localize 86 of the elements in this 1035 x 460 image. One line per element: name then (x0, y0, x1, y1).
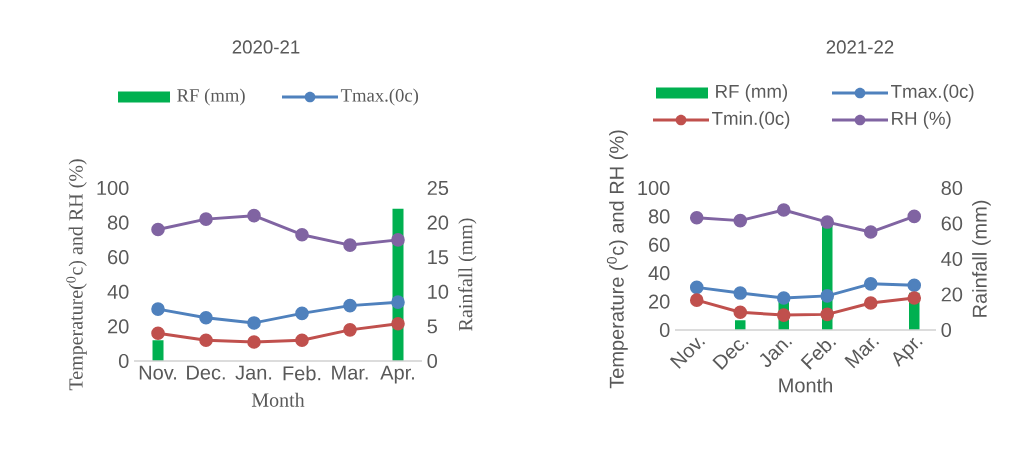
point (247, 316, 261, 330)
x-tick-label: Apr. (893, 337, 923, 368)
chart-title: 2021-22 (826, 40, 894, 54)
y2-tick-label: 25 (427, 180, 449, 196)
y-tick-label: 20 (649, 294, 670, 309)
x-tick-label: Jan. (235, 365, 272, 380)
x-tick-label: Nov. (139, 365, 176, 380)
point (689, 211, 704, 225)
y-tick-label: 100 (638, 180, 670, 196)
x-tick-label: Mar. (844, 337, 880, 369)
point (151, 326, 165, 341)
point (689, 280, 704, 295)
y-tick-label: 0 (659, 322, 670, 338)
legend-label: RH (%) (892, 111, 951, 129)
y2-tick-label: 0 (427, 353, 438, 369)
point (295, 333, 309, 348)
point (247, 335, 261, 349)
x-axis-title: Month (251, 392, 305, 407)
y-tick-label: 40 (107, 284, 129, 299)
y2-tick-label: 40 (941, 251, 963, 267)
legend-label: Tmax.(0c) (891, 84, 974, 102)
legend-label: RF (mm) (716, 84, 788, 102)
bar (735, 320, 746, 330)
point (733, 286, 748, 300)
point (199, 333, 213, 348)
y-tick-label: 0 (118, 353, 129, 369)
point (863, 296, 878, 310)
point (199, 212, 213, 226)
y-axis-title: Temperature($^{0}$c) and RH (%) (66, 159, 87, 391)
point (391, 233, 405, 247)
chart-title: 2020-21 (232, 40, 300, 54)
y-tick-label: 80 (648, 209, 670, 224)
point (733, 213, 748, 228)
x-tick-label: Jan. (759, 340, 793, 368)
y2-tick-label: 20 (427, 215, 449, 230)
x-tick-label: Dec. (187, 365, 225, 380)
point (689, 293, 704, 307)
point (295, 227, 309, 242)
y-tick-label: 20 (108, 319, 129, 334)
y2-tick-label: 60 (941, 216, 963, 231)
y2-axis-title: Rainfall (mm) (458, 218, 477, 331)
y2-tick-label: 0 (941, 322, 952, 338)
x-tick-label: Mar. (332, 365, 368, 380)
legend-label: Tmax.(0c) (340, 88, 419, 106)
y-tick-label: 40 (648, 266, 670, 281)
point (907, 291, 922, 305)
point (391, 295, 405, 309)
point (776, 291, 791, 305)
x-tick-label: Feb. (283, 365, 321, 381)
x-tick-label: Dec. (712, 340, 749, 370)
point (343, 238, 357, 252)
x-tick-label: Apr. (380, 365, 414, 384)
point (199, 310, 213, 325)
point (733, 305, 748, 320)
point (820, 307, 835, 322)
x-axis-title: Month (779, 377, 832, 393)
x-tick-label: Feb. (800, 340, 837, 370)
point (820, 215, 835, 229)
point (343, 323, 357, 337)
point (863, 225, 878, 239)
y-tick-label: 60 (649, 237, 670, 252)
y-tick-label: 100 (97, 180, 129, 196)
point (907, 278, 922, 293)
y-tick-label: 80 (107, 215, 129, 230)
point (295, 306, 309, 321)
y2-tick-label: 5 (427, 319, 437, 334)
point (907, 209, 922, 224)
point (391, 316, 405, 331)
x-tick-label: Nov. (669, 337, 706, 369)
y2-tick-label: 80 (941, 180, 963, 196)
point (820, 289, 835, 303)
legend-label: Tmin.(0c) (712, 111, 790, 129)
y2-tick-label: 10 (428, 284, 449, 299)
point (776, 308, 791, 322)
point (247, 208, 261, 223)
point (863, 277, 878, 291)
point (343, 298, 357, 313)
legend-label: RF (mm) (177, 88, 245, 106)
point (776, 203, 791, 217)
y2-tick-label: 15 (428, 250, 449, 265)
y-tick-label: 60 (108, 250, 129, 265)
y2-tick-label: 20 (941, 287, 963, 302)
point (151, 222, 165, 237)
y-axis-title: Temperature ($^{0}$c) and RH (%) (606, 130, 628, 389)
y2-axis-title: Rainfall (mm) (972, 200, 991, 317)
point (151, 302, 165, 316)
